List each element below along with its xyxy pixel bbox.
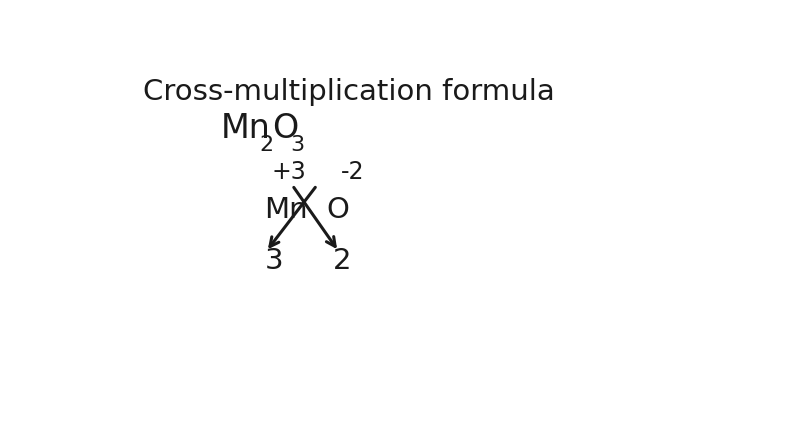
Text: 3: 3 <box>264 246 283 274</box>
Text: -2: -2 <box>341 160 364 184</box>
Text: Mn: Mn <box>264 195 308 223</box>
Text: Cross-multiplication formula: Cross-multiplication formula <box>143 78 555 106</box>
Text: 2: 2 <box>333 246 351 274</box>
Text: +3: +3 <box>272 160 306 184</box>
Text: 2: 2 <box>259 135 274 155</box>
Text: 3: 3 <box>290 135 305 155</box>
Text: O: O <box>326 195 349 223</box>
Text: Mn: Mn <box>221 112 270 144</box>
Text: O: O <box>272 112 298 144</box>
